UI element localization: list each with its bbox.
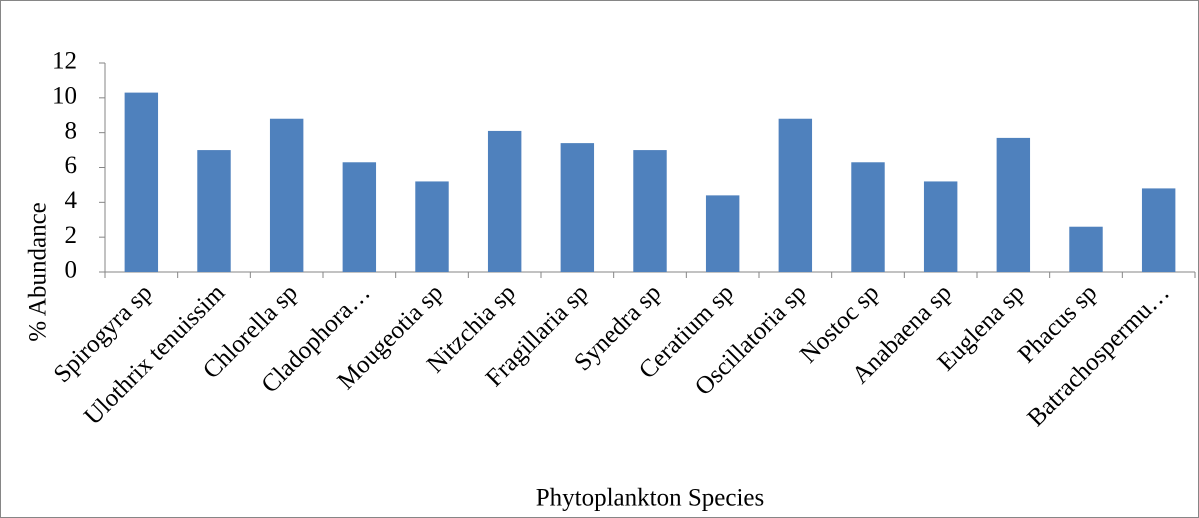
y-tick-label: 6 — [65, 152, 78, 179]
bar — [705, 195, 740, 272]
y-tick-label: 2 — [65, 222, 78, 249]
bar — [1069, 226, 1103, 272]
bar — [415, 181, 449, 272]
bar — [996, 137, 1031, 272]
y-tick-label: 0 — [65, 257, 78, 284]
y-tick-label: 4 — [65, 187, 78, 214]
bar — [342, 162, 377, 272]
bar — [124, 92, 159, 272]
y-tick-label: 10 — [52, 83, 77, 110]
bar — [269, 118, 304, 272]
bar — [778, 118, 813, 272]
y-tick-label: 12 — [52, 48, 77, 75]
bar — [560, 143, 595, 272]
y-tick-label: 8 — [65, 117, 78, 144]
bar — [633, 150, 667, 272]
bar — [851, 162, 885, 272]
bar — [1141, 188, 1176, 272]
x-axis-title: Phytoplankton Species — [536, 485, 764, 512]
y-axis-title: % Abundance — [25, 202, 52, 342]
bar — [197, 150, 231, 272]
bar — [487, 130, 522, 272]
bar — [923, 181, 958, 272]
